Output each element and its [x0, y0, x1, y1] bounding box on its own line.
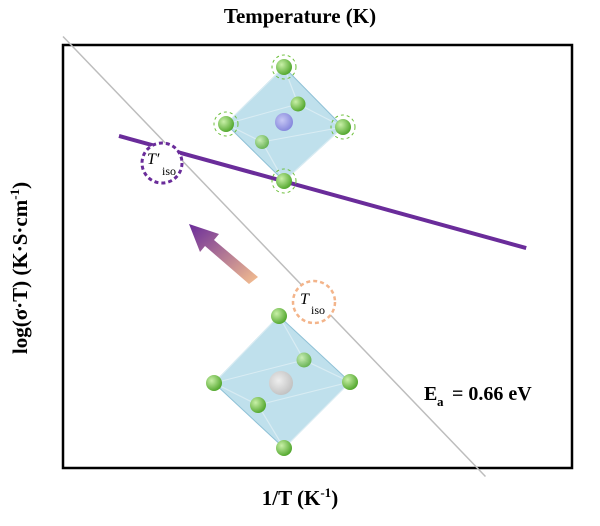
series-line-purple	[118, 134, 527, 250]
octahedron-lower	[206, 308, 358, 456]
series-line-gray	[62, 36, 487, 477]
tiso-marker: T iso	[291, 279, 337, 325]
transition-arrow	[189, 224, 258, 284]
tiso-sub: iso	[311, 303, 325, 317]
x-axis-label: 1/T (K-1)	[261, 485, 339, 510]
plot-frame	[61, 43, 574, 470]
ea-value: = 0.66 eV	[447, 383, 532, 405]
series-layer	[62, 36, 527, 477]
tiso-label: T	[300, 291, 310, 308]
ea-text: E	[424, 383, 437, 405]
tiso-prime-marker: T′ iso	[140, 141, 184, 185]
octahedron-upper	[213, 54, 356, 194]
activation-energy-annotation: E a = 0.66 eV	[424, 383, 532, 409]
chart-title: Temperature (K)	[223, 4, 377, 28]
ea-sub: a	[437, 394, 444, 409]
tiso-prime-sub: iso	[162, 164, 176, 178]
tiso-prime-label: T′	[147, 151, 160, 168]
